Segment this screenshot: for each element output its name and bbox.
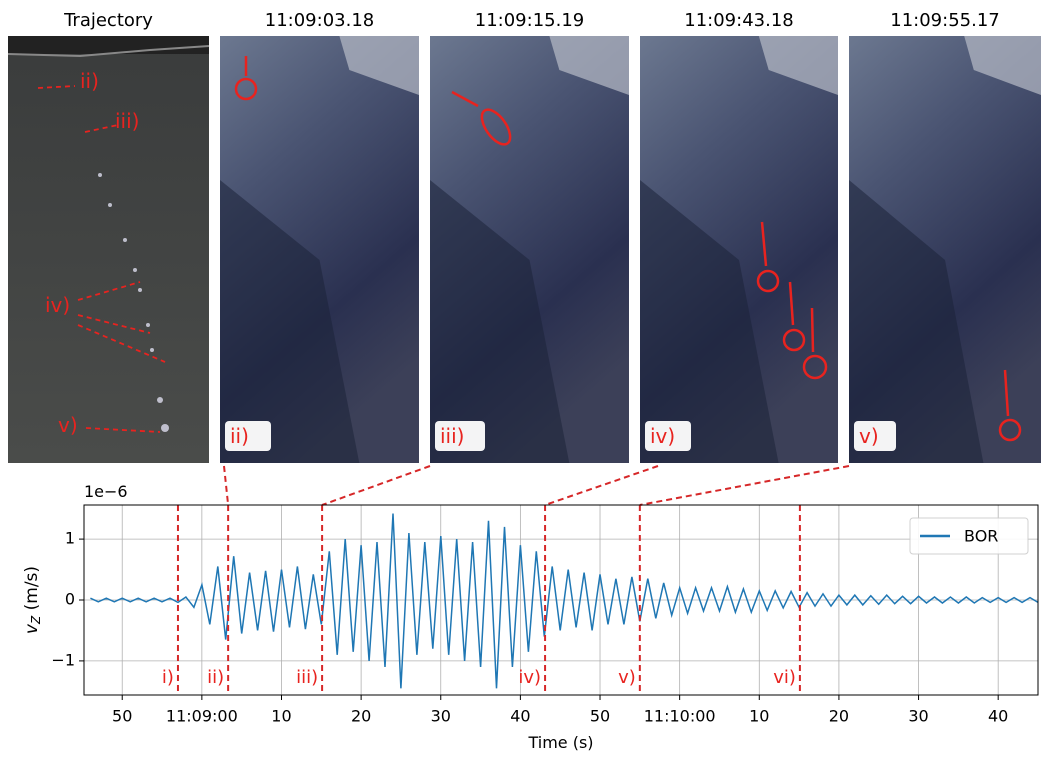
- y-tick-label: 0: [65, 590, 75, 609]
- x-tick-label: 50: [112, 707, 132, 726]
- cliff-shadow: [430, 180, 570, 463]
- panel-title: Trajectory: [63, 10, 153, 31]
- trajectory-label: ii): [80, 69, 99, 93]
- x-tick-label: 50: [590, 707, 610, 726]
- x-tick-label: 11:10:00: [644, 707, 716, 726]
- panel-title: 11:09:15.19: [475, 10, 584, 31]
- panel-tag: ii): [230, 424, 249, 448]
- panel-tag: iii): [440, 424, 464, 448]
- x-tick-label: 11:09:00: [166, 707, 238, 726]
- trajectory-label: iii): [115, 109, 139, 133]
- event-label: i): [162, 667, 174, 688]
- cliff-shadow: [640, 180, 779, 463]
- x-axis-label: Time (s): [527, 733, 593, 752]
- y-label-symbol: v: [22, 623, 42, 634]
- cliff-top: [964, 36, 1041, 95]
- x-tick-label: 10: [271, 707, 291, 726]
- tag-box: [854, 421, 896, 451]
- connector: [321, 465, 431, 506]
- y-label-subscript: Z: [29, 615, 43, 625]
- x-tick-label: 20: [351, 707, 371, 726]
- panel-tag: iv): [650, 424, 675, 448]
- x-tick-label: 10: [749, 707, 769, 726]
- cliff-top: [339, 36, 419, 95]
- connector: [544, 465, 659, 506]
- event-label: iv): [518, 667, 541, 688]
- y-axis-label: vZ (m/s): [22, 566, 43, 634]
- trajectory-label: iv): [45, 293, 70, 317]
- panel-tag: v): [859, 424, 879, 448]
- connector: [639, 465, 850, 506]
- connector: [223, 465, 230, 506]
- x-tick-label: 40: [988, 707, 1008, 726]
- cliff-shadow: [220, 180, 360, 463]
- photo-annotations: [234, 56, 1022, 442]
- x-tick-label: 30: [908, 707, 928, 726]
- legend-label: BOR: [964, 527, 998, 546]
- cliff-top: [758, 36, 838, 95]
- y-tick-label: 1: [65, 529, 75, 548]
- tag-box: [645, 421, 691, 451]
- legend-box: [909, 517, 1029, 555]
- event-label: iii): [296, 667, 318, 688]
- trajectory-label: v): [58, 413, 78, 437]
- event-label: vi): [773, 667, 796, 688]
- x-tick-label: 30: [431, 707, 451, 726]
- panel-title: 11:09:03.18: [265, 10, 374, 31]
- series-line: [90, 513, 1039, 689]
- axes-frame: [83, 504, 1039, 696]
- x-tick-label: 40: [510, 707, 530, 726]
- tag-box: [435, 421, 485, 451]
- cliff-shadow: [849, 180, 984, 463]
- y-tick-label: −1: [51, 650, 75, 669]
- event-label: v): [618, 667, 636, 688]
- panel-title: 11:09:55.17: [890, 10, 999, 31]
- event-label: ii): [207, 667, 224, 688]
- tag-box: [225, 421, 271, 451]
- panel-title: 11:09:43.18: [684, 10, 793, 31]
- x-tick-label: 20: [829, 707, 849, 726]
- trajectory-image: [7, 36, 210, 463]
- y-offset-label: 1e−6: [84, 482, 128, 501]
- cliff-top: [549, 36, 629, 95]
- y-label-unit: (m/s): [22, 566, 42, 616]
